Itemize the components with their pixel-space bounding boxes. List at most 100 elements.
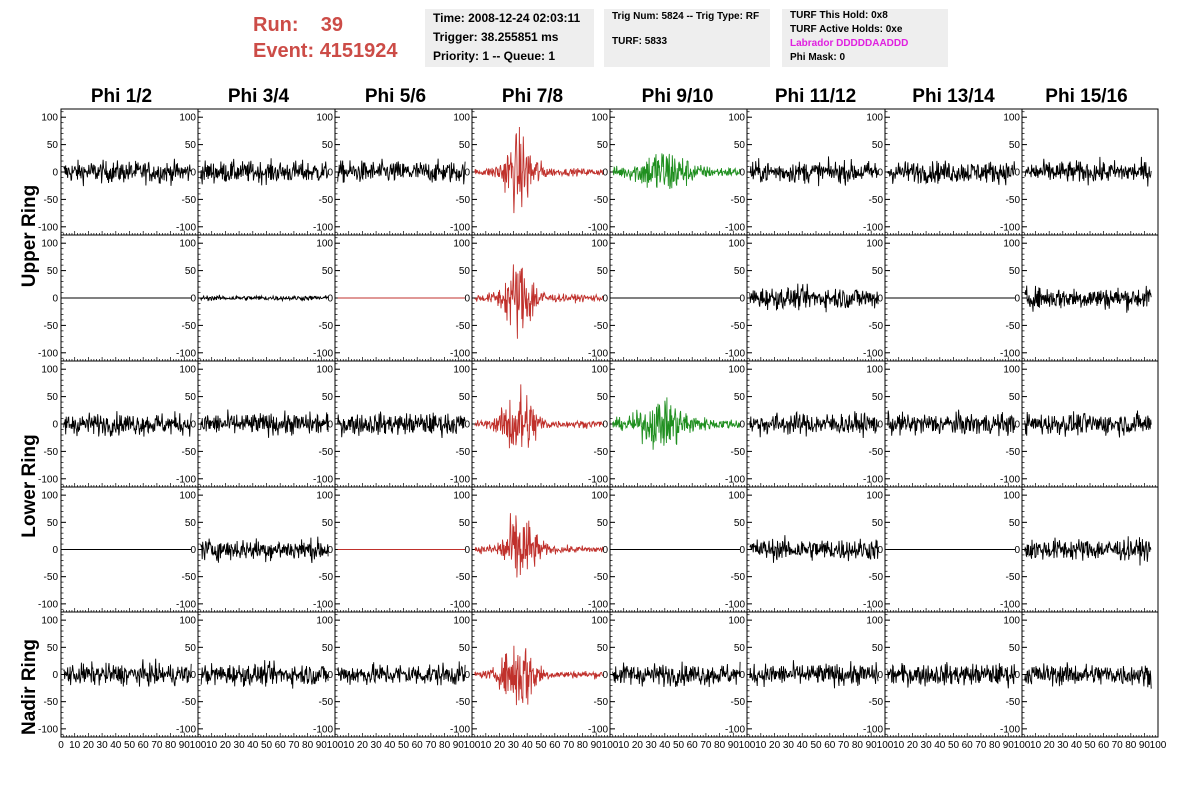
y-tick-label: 50	[872, 266, 884, 277]
y-tick-label: -50	[731, 195, 746, 206]
waveform-trace	[887, 409, 1016, 437]
y-tick-label: 100	[316, 113, 333, 124]
y-tick-label: 50	[322, 643, 334, 654]
y-tick-label: 100	[179, 113, 196, 124]
turf-hold-text: TURF This Hold: 0x8	[790, 10, 888, 21]
y-tick-label: 0	[52, 670, 58, 681]
y-tick-label: -100	[588, 348, 608, 359]
y-tick-label: -50	[44, 447, 59, 458]
y-tick-label: -100	[725, 222, 745, 233]
x-tick-label: 50	[124, 740, 136, 751]
waveform-trace	[474, 264, 604, 339]
y-tick-label: 0	[52, 168, 58, 179]
y-tick-label: -100	[863, 724, 883, 735]
y-tick-label: 0	[52, 294, 58, 305]
x-tick-label: 100	[327, 740, 344, 751]
x-tick-label: 100	[877, 740, 894, 751]
x-tick-label: 10	[618, 740, 630, 751]
trig-num-text: Trig Num: 5824 -- Trig Type: RF	[612, 11, 760, 22]
x-tick-label: 90	[1003, 740, 1015, 751]
y-tick-label: 0	[739, 294, 745, 305]
y-tick-label: 100	[866, 616, 883, 627]
y-tick-label: -50	[319, 321, 334, 332]
waveform-trace	[1024, 156, 1152, 187]
y-tick-label: -100	[450, 222, 470, 233]
x-tick-label: 30	[371, 740, 383, 751]
waveform-trace	[63, 411, 192, 437]
y-tick-label: 100	[453, 491, 470, 502]
x-tick-label: 20	[83, 740, 95, 751]
y-tick-label: 50	[185, 140, 197, 151]
y-tick-label: 50	[872, 140, 884, 151]
y-tick-label: -100	[176, 724, 196, 735]
waveform-trace	[200, 158, 329, 186]
x-tick-label: 50	[1084, 740, 1096, 751]
y-tick-label: -100	[176, 222, 196, 233]
y-tick-label: -50	[182, 447, 197, 458]
x-tick-label: 90	[591, 740, 603, 751]
x-tick-label: 90	[1139, 740, 1151, 751]
y-tick-label: -50	[731, 572, 746, 583]
y-tick-label: 100	[316, 239, 333, 250]
x-tick-label: 80	[1125, 740, 1137, 751]
y-tick-label: -100	[313, 222, 333, 233]
y-tick-label: 0	[327, 670, 333, 681]
waveform-trace	[1024, 410, 1152, 438]
y-tick-label: -100	[38, 474, 58, 485]
y-tick-label: 0	[602, 294, 608, 305]
x-tick-label: 20	[907, 740, 919, 751]
y-tick-label: -100	[38, 348, 58, 359]
y-tick-label: 50	[322, 518, 334, 529]
y-tick-label: -50	[594, 321, 609, 332]
waveform-trace	[749, 660, 879, 689]
y-tick-label: 50	[734, 140, 746, 151]
y-tick-label: 0	[1014, 294, 1020, 305]
y-tick-label: -50	[456, 195, 471, 206]
y-tick-label: 50	[322, 140, 334, 151]
y-tick-label: -50	[1006, 321, 1021, 332]
y-tick-label: 50	[734, 392, 746, 403]
x-tick-label: 10	[206, 740, 218, 751]
y-tick-label: -50	[731, 447, 746, 458]
y-tick-label: 50	[597, 643, 609, 654]
x-tick-label: 30	[921, 740, 933, 751]
waveform-trace	[474, 126, 604, 214]
y-tick-label: -50	[731, 697, 746, 708]
y-tick-label: -50	[869, 697, 884, 708]
y-tick-label: 100	[1003, 616, 1020, 627]
y-tick-label: -50	[869, 447, 884, 458]
x-tick-label: 10	[1030, 740, 1042, 751]
y-tick-label: 0	[877, 294, 883, 305]
y-tick-label: 100	[453, 113, 470, 124]
time-info-box: Time: 2008-12-24 02:03:11 Trigger: 38.25…	[425, 9, 594, 67]
y-tick-label: 100	[866, 113, 883, 124]
y-tick-label: 50	[47, 140, 59, 151]
x-tick-label: 20	[357, 740, 369, 751]
x-tick-label: 60	[412, 740, 424, 751]
turf-active-text: TURF Active Holds: 0xe	[790, 24, 903, 35]
y-tick-label: -100	[313, 599, 333, 610]
x-tick-label: 80	[577, 740, 589, 751]
waveform-trace	[749, 283, 879, 313]
y-tick-label: 50	[1009, 266, 1021, 277]
y-tick-label: 100	[453, 616, 470, 627]
x-tick-label: 50	[948, 740, 960, 751]
y-tick-label: 0	[739, 545, 745, 556]
x-tick-label: 10	[755, 740, 767, 751]
x-tick-label: 30	[1057, 740, 1069, 751]
x-tick-label: 20	[632, 740, 644, 751]
y-tick-label: 0	[327, 420, 333, 431]
y-tick-label: -50	[869, 321, 884, 332]
y-tick-label: -50	[594, 697, 609, 708]
y-tick-label: -50	[731, 321, 746, 332]
y-tick-label: 0	[190, 294, 196, 305]
waveform-trace	[1024, 285, 1152, 313]
y-tick-label: 100	[728, 113, 745, 124]
x-tick-label: 60	[962, 740, 974, 751]
y-tick-label: 0	[464, 294, 470, 305]
y-tick-label: -100	[863, 599, 883, 610]
y-tick-label: -100	[176, 599, 196, 610]
y-tick-label: 0	[327, 545, 333, 556]
x-tick-label: 100	[1014, 740, 1031, 751]
y-tick-label: 100	[453, 365, 470, 376]
